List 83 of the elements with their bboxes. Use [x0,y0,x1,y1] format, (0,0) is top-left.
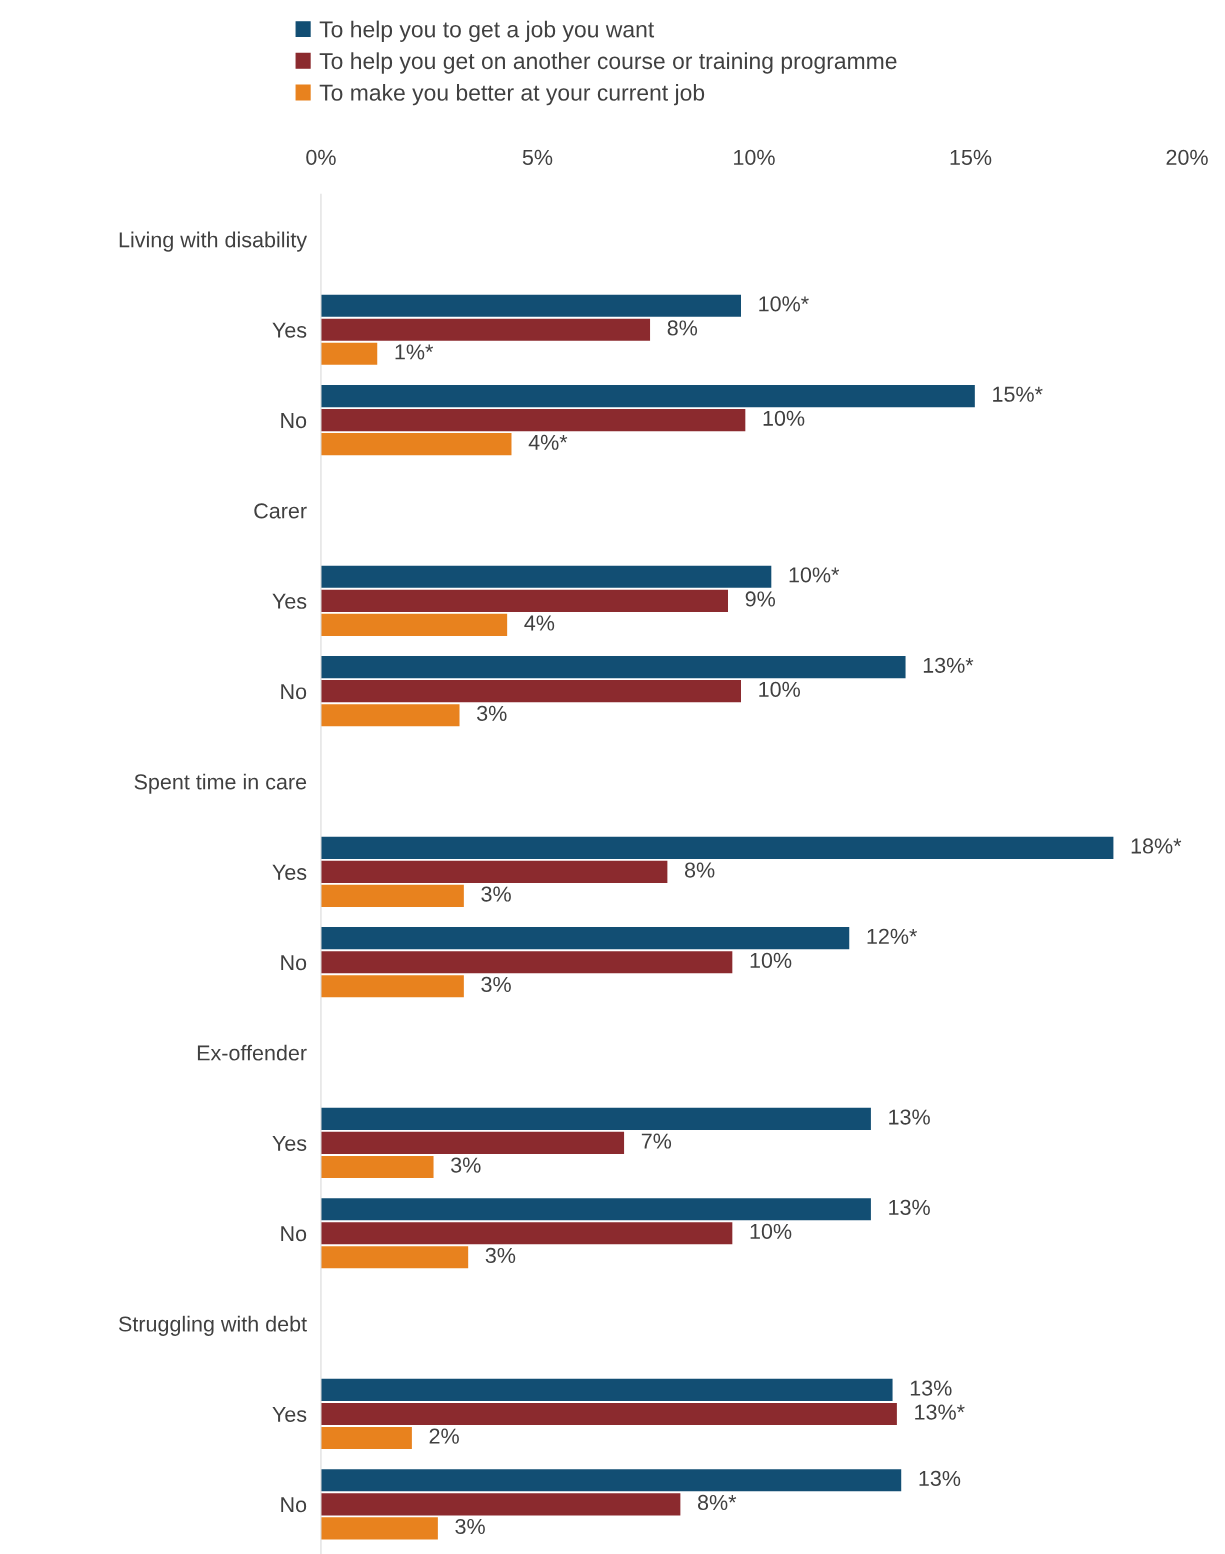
bar [320,927,850,950]
bar [320,589,729,612]
bar [320,385,975,408]
data-label: 8%* [697,1494,737,1511]
bar [320,294,741,317]
data-label: 10% [750,1223,792,1240]
data-label: 10%* [789,567,840,583]
bar [320,836,1114,859]
bar [320,342,378,365]
bar [320,951,733,974]
bar [320,975,464,998]
data-label: 10%* [759,296,809,312]
bar [320,433,512,456]
bar [320,1493,681,1516]
data-label: 10% [763,410,805,426]
y-tick-label: Living with disability [119,231,308,252]
data-label: 8% [667,320,698,336]
y-tick-label: No [281,955,307,971]
bar [320,1469,902,1492]
bar [320,318,651,341]
data-label: 10% [750,952,792,968]
y-tick-label: No [281,413,307,429]
data-label: 10% [759,681,800,697]
data-label: 13%* [915,1404,965,1420]
x-tick-label: 15% [950,149,992,165]
data-label: 13% [889,1199,930,1216]
x-tick-label: 0% [306,149,336,165]
bar [320,1517,438,1540]
data-label: 12%* [867,928,918,944]
x-tick-label: 20% [1166,149,1208,165]
data-label: 7% [641,1133,672,1149]
y-tick-label: Yes [272,322,307,338]
data-label: 9% [745,591,776,607]
y-tick-label: No [281,684,307,700]
data-label: 13% [910,1380,952,1396]
bar [320,409,746,432]
data-label: 3% [485,1247,516,1264]
data-label: 8% [684,862,715,878]
y-tick-label: No [281,1497,307,1513]
y-tick-label: Struggling with debt [118,1315,307,1336]
bar [320,613,508,636]
data-label: 18%* [1131,838,1182,854]
y-tick-label: No [281,1226,307,1242]
y-tick-label: Ex-offender [197,1044,307,1061]
data-label: 3% [477,705,507,721]
bar [320,1155,434,1179]
bar [320,1107,871,1130]
bar [320,1198,871,1221]
data-label: 13% [919,1470,961,1487]
bar [320,1246,469,1269]
data-label: 2% [429,1428,459,1444]
bar [320,1402,897,1426]
y-tick-label: Yes [272,593,307,609]
data-label: 15%* [993,386,1043,402]
data-label: 1%* [395,344,434,360]
data-label: 3% [455,1518,485,1535]
bar [320,1426,412,1450]
y-tick-label: Carer [254,503,307,519]
data-label: 3% [481,886,511,902]
y-tick-label: Yes [272,1406,307,1422]
data-label: 13% [889,1109,930,1125]
data-label: 4% [524,615,555,631]
data-label: 4%* [528,434,568,450]
data-label: 13%* [923,657,974,673]
x-tick-label: 5% [522,149,553,165]
bar [320,1222,733,1245]
bar [320,860,668,883]
legend-label: To help you to get a job you want [319,20,655,42]
legend-label: To make you better at your current job [319,83,705,106]
x-tick-label: 10% [734,149,775,165]
bar [320,565,772,588]
bar [320,656,906,679]
y-tick-label: Spent time in care [134,773,307,794]
bar [320,1378,893,1401]
y-tick-label: Yes [272,864,307,880]
legend-label: To help you get on another course or training programme [319,52,897,74]
data-label: 3% [451,1157,481,1173]
bar [320,884,464,907]
bar [320,1131,625,1154]
bar [320,704,460,727]
data-label: 3% [481,976,511,993]
bar [320,680,741,703]
y-tick-label: Yes [272,1135,307,1151]
